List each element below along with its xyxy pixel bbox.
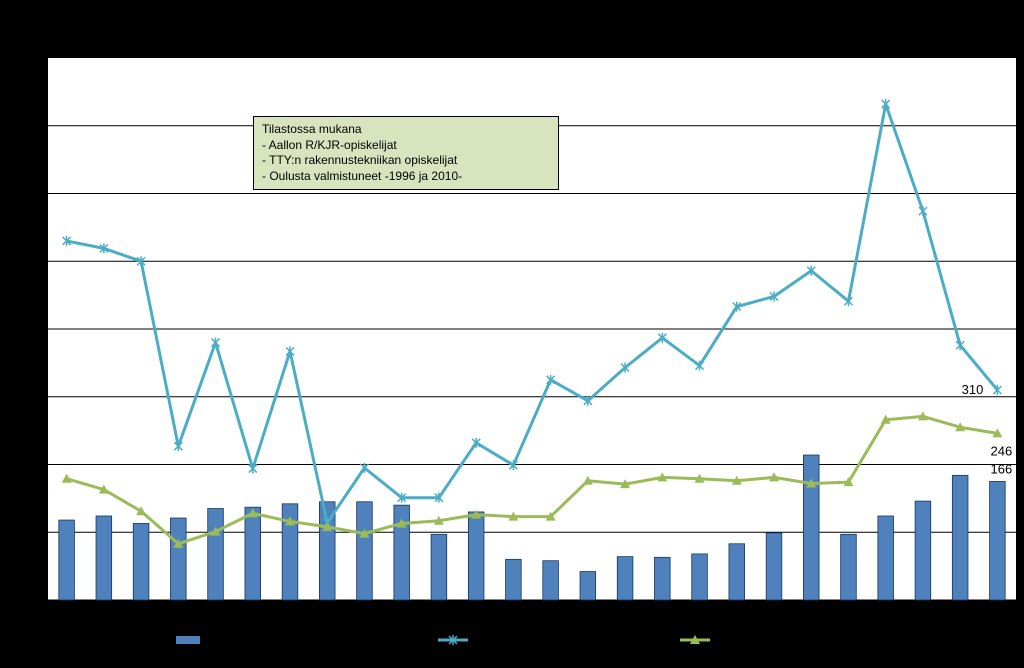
star-marker <box>173 441 183 452</box>
triangle-marker <box>917 411 928 421</box>
triangle-marker <box>880 414 891 424</box>
end-labels: 310 246 166 <box>962 382 1013 476</box>
star-marker <box>508 460 518 471</box>
star-marker <box>657 332 667 343</box>
bar <box>728 543 745 601</box>
bar-series <box>58 454 1006 601</box>
bar <box>765 532 783 601</box>
triangle-marker <box>359 528 370 538</box>
star-marker <box>471 437 481 448</box>
series-line <box>66 102 999 525</box>
series-line <box>66 414 998 546</box>
bar <box>467 511 485 601</box>
triangle-marker <box>620 479 631 489</box>
note-box: Tilastossa mukana - Aallon R/KJR-opiskel… <box>253 116 559 190</box>
bar <box>989 481 1006 601</box>
bar <box>207 508 224 601</box>
legend <box>176 635 710 645</box>
star-marker <box>992 384 1002 395</box>
triangle-marker <box>471 509 482 519</box>
star-marker <box>434 492 444 503</box>
star-marker <box>695 360 705 371</box>
bar <box>505 558 522 601</box>
note-line-4: - Oulusta valmistuneet -1996 ja 2010- <box>262 168 463 183</box>
triangle-marker <box>806 478 817 488</box>
triangle-marker <box>508 511 519 521</box>
note-line-3: - TTY:n rakennustekniikan opiskelijat <box>262 153 458 167</box>
note-line-1: Tilastossa mukana <box>262 122 362 136</box>
triangle-marker <box>247 508 258 518</box>
bar <box>542 560 559 601</box>
star-marker <box>136 256 146 267</box>
blue-line-series <box>62 99 1002 528</box>
star-marker <box>955 340 965 351</box>
bar <box>877 515 894 601</box>
triangle-marker <box>210 526 221 536</box>
triangle-marker <box>322 521 333 531</box>
star-marker <box>359 462 369 473</box>
triangle-marker <box>694 473 705 483</box>
triangle-marker <box>992 428 1003 438</box>
star-marker <box>546 374 556 385</box>
triangle-marker <box>136 506 147 516</box>
bar <box>170 517 187 601</box>
star-marker <box>583 395 593 406</box>
triangle-marker <box>955 422 966 432</box>
bar <box>58 519 75 601</box>
bar <box>244 506 261 601</box>
star-marker <box>248 463 258 474</box>
star-marker <box>881 99 891 110</box>
star-marker <box>99 243 109 254</box>
end-label-blue: 310 <box>962 382 984 397</box>
end-label-green: 246 <box>991 443 1013 458</box>
triangle-marker <box>433 515 444 525</box>
triangle-marker <box>731 475 742 485</box>
bar <box>654 556 671 601</box>
legend-key-triangle-marker <box>690 635 700 644</box>
bar <box>132 523 150 601</box>
note-line-2: - Aallon R/KJR-opiskelijat <box>262 137 397 152</box>
triangle-marker <box>98 484 109 494</box>
legend-key-star-marker <box>448 635 458 645</box>
triangle-marker <box>173 538 184 548</box>
star-marker <box>918 206 928 217</box>
bar <box>616 556 634 601</box>
bar <box>579 571 597 601</box>
star-marker <box>62 235 72 246</box>
star-marker <box>211 337 221 348</box>
bar <box>840 533 857 601</box>
triangle-marker <box>545 511 556 521</box>
bar <box>430 533 448 601</box>
triangle-marker <box>61 473 72 483</box>
star-marker <box>285 346 295 357</box>
triangle-marker <box>396 518 407 528</box>
triangle-marker <box>657 472 668 482</box>
bar <box>393 504 410 601</box>
bar <box>951 474 969 601</box>
star-marker <box>769 291 779 302</box>
end-label-bars: 166 <box>991 461 1013 476</box>
legend-key-bars <box>176 636 200 644</box>
star-marker <box>732 301 742 312</box>
bar <box>691 553 708 601</box>
bar <box>281 503 299 601</box>
star-marker <box>843 296 853 307</box>
triangle-marker <box>582 475 593 485</box>
triangle-marker <box>769 472 779 482</box>
triangle-marker <box>285 516 295 526</box>
triangle-marker <box>843 477 854 487</box>
bar <box>914 500 932 601</box>
bar <box>803 454 820 601</box>
star-marker <box>806 265 816 276</box>
star-marker <box>397 492 407 503</box>
bar <box>356 501 373 601</box>
bar <box>95 515 113 601</box>
green-line-series <box>61 411 1003 548</box>
star-marker <box>620 362 630 373</box>
